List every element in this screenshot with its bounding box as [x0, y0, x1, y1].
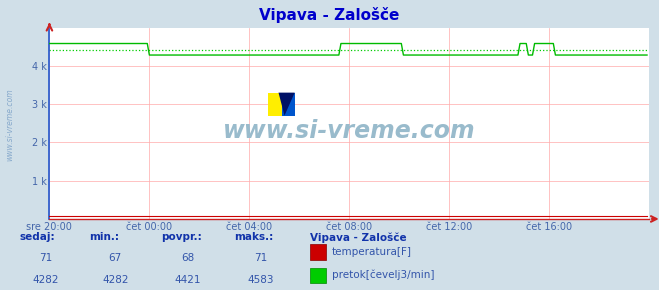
- FancyBboxPatch shape: [281, 93, 295, 116]
- Text: 4583: 4583: [247, 275, 273, 285]
- Text: sedaj:: sedaj:: [20, 232, 55, 242]
- Text: www.si-vreme.com: www.si-vreme.com: [223, 119, 476, 143]
- Text: 4282: 4282: [33, 275, 59, 285]
- Polygon shape: [279, 93, 295, 116]
- Text: maks.:: maks.:: [234, 232, 273, 242]
- Text: 68: 68: [181, 253, 194, 262]
- Text: 4282: 4282: [102, 275, 129, 285]
- Text: Vipava - Zalošče: Vipava - Zalošče: [259, 7, 400, 23]
- FancyBboxPatch shape: [268, 93, 281, 116]
- Text: www.si-vreme.com: www.si-vreme.com: [5, 88, 14, 161]
- Text: pretok[čevelj3/min]: pretok[čevelj3/min]: [332, 270, 435, 280]
- Text: min.:: min.:: [89, 232, 119, 242]
- Text: povpr.:: povpr.:: [161, 232, 202, 242]
- Text: 71: 71: [254, 253, 267, 262]
- Text: 4421: 4421: [175, 275, 201, 285]
- Text: 67: 67: [109, 253, 122, 262]
- Text: temperatura[F]: temperatura[F]: [332, 247, 412, 257]
- Text: Vipava - Zalošče: Vipava - Zalošče: [310, 232, 407, 242]
- Bar: [310, 244, 326, 260]
- Bar: [310, 267, 326, 283]
- Text: 71: 71: [40, 253, 53, 262]
